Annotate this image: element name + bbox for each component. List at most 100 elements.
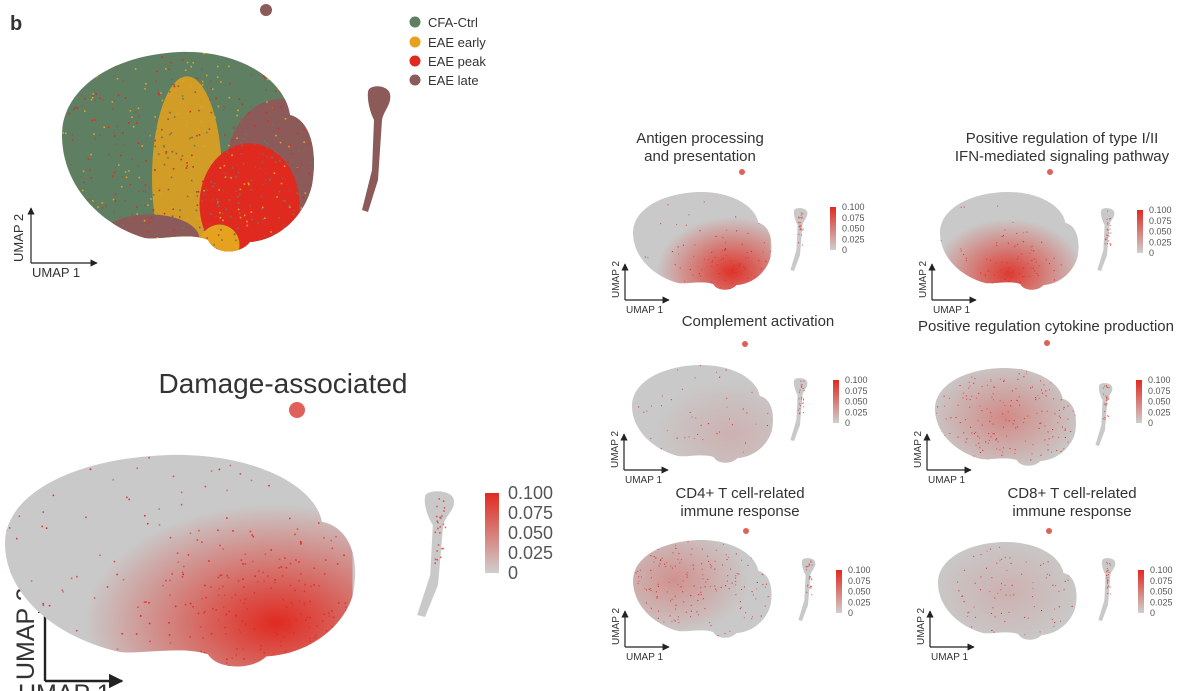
cell-point <box>241 251 243 252</box>
cell-point <box>154 145 157 148</box>
y-axis-label: UMAP 2 <box>11 214 26 262</box>
cell-point <box>973 606 975 608</box>
cell-point <box>966 438 968 440</box>
cell-point <box>192 156 195 159</box>
cell-point <box>224 633 227 635</box>
cell-point <box>741 273 743 275</box>
cell-point <box>281 575 284 577</box>
cell-point <box>686 576 688 578</box>
cell-point <box>128 498 131 501</box>
cell-point <box>98 236 100 238</box>
cell-point <box>1108 232 1110 234</box>
cell-point <box>278 567 280 569</box>
cell-point <box>1014 449 1016 451</box>
cell-point <box>1037 395 1039 397</box>
x-axis-label: UMAP 1 <box>933 305 970 316</box>
cell-point <box>181 576 184 578</box>
cell-point <box>689 269 691 271</box>
cell-point <box>243 137 245 140</box>
cell-point <box>245 156 248 159</box>
cell-point <box>210 632 213 635</box>
cell-point <box>250 106 253 108</box>
cell-point <box>742 408 744 410</box>
cell-point <box>347 655 350 657</box>
cell-point <box>1048 389 1051 391</box>
cell-point <box>300 542 303 544</box>
cell-point <box>798 226 800 228</box>
cell-point <box>93 99 96 102</box>
cell-point <box>301 71 303 74</box>
cell-point <box>235 615 237 617</box>
cell-point <box>969 385 971 387</box>
cell-point <box>962 392 964 394</box>
cell-point <box>272 74 274 77</box>
cell-point <box>1000 261 1002 263</box>
cell-point <box>1106 237 1108 239</box>
cell-point <box>160 128 163 131</box>
cell-point <box>1014 452 1016 454</box>
cell-point <box>284 557 286 559</box>
cell-point <box>989 420 991 422</box>
cell-point <box>70 577 73 580</box>
cell-point <box>276 223 279 225</box>
cell-point <box>1012 221 1014 223</box>
cell-point <box>940 240 942 242</box>
cell-point <box>798 217 800 219</box>
cell-point <box>277 88 280 91</box>
cell-point <box>144 204 146 207</box>
cell-point <box>210 181 213 183</box>
cell-point <box>90 177 93 179</box>
cell-point <box>710 624 712 627</box>
cell-point <box>1001 454 1003 456</box>
cell-point <box>1071 458 1073 460</box>
cell-point <box>134 186 137 188</box>
cell-point <box>699 230 701 232</box>
cell-point <box>292 213 295 216</box>
cell-point <box>246 220 248 223</box>
cell-point <box>654 195 656 198</box>
cell-point <box>244 553 247 556</box>
legend-swatch-eae-late <box>409 74 421 86</box>
colorbar-gradient <box>1137 210 1143 253</box>
cell-point <box>241 107 243 110</box>
cell-point <box>228 180 230 183</box>
cell-point <box>991 396 993 398</box>
cell-point <box>220 574 223 577</box>
cell-point <box>117 667 119 669</box>
cell-point <box>991 629 993 631</box>
cell-point <box>178 216 181 218</box>
cell-point <box>1021 368 1023 370</box>
cell-point <box>155 120 157 122</box>
cell-point <box>1060 620 1062 622</box>
cell-point <box>290 79 292 81</box>
cell-point <box>242 586 245 588</box>
cell-point <box>149 640 151 643</box>
cell-point <box>315 652 318 654</box>
cell-point <box>1106 397 1108 399</box>
cell-point <box>964 636 966 638</box>
cell-point <box>81 134 84 137</box>
cell-point <box>173 249 175 251</box>
cell-point <box>264 190 267 193</box>
cell-point <box>180 503 183 506</box>
cell-point <box>992 393 994 395</box>
cell-point <box>1036 273 1038 275</box>
cell-point <box>343 664 345 666</box>
cell-point <box>984 275 986 277</box>
cell-point <box>673 541 675 543</box>
cell-point <box>968 611 970 613</box>
legend-swatch-eae-peak <box>409 55 421 67</box>
cell-point <box>263 73 265 75</box>
cell-point <box>100 82 103 85</box>
cell-point <box>272 190 274 193</box>
cell-point <box>754 549 756 551</box>
cell-point <box>201 200 203 202</box>
cell-point <box>222 606 225 608</box>
cell-point <box>750 250 752 252</box>
cell-point <box>949 269 951 271</box>
cell-point <box>682 244 685 246</box>
cell-point <box>278 217 280 219</box>
cell-point <box>799 389 801 391</box>
cell-point <box>284 153 286 155</box>
cell-point <box>966 398 968 400</box>
